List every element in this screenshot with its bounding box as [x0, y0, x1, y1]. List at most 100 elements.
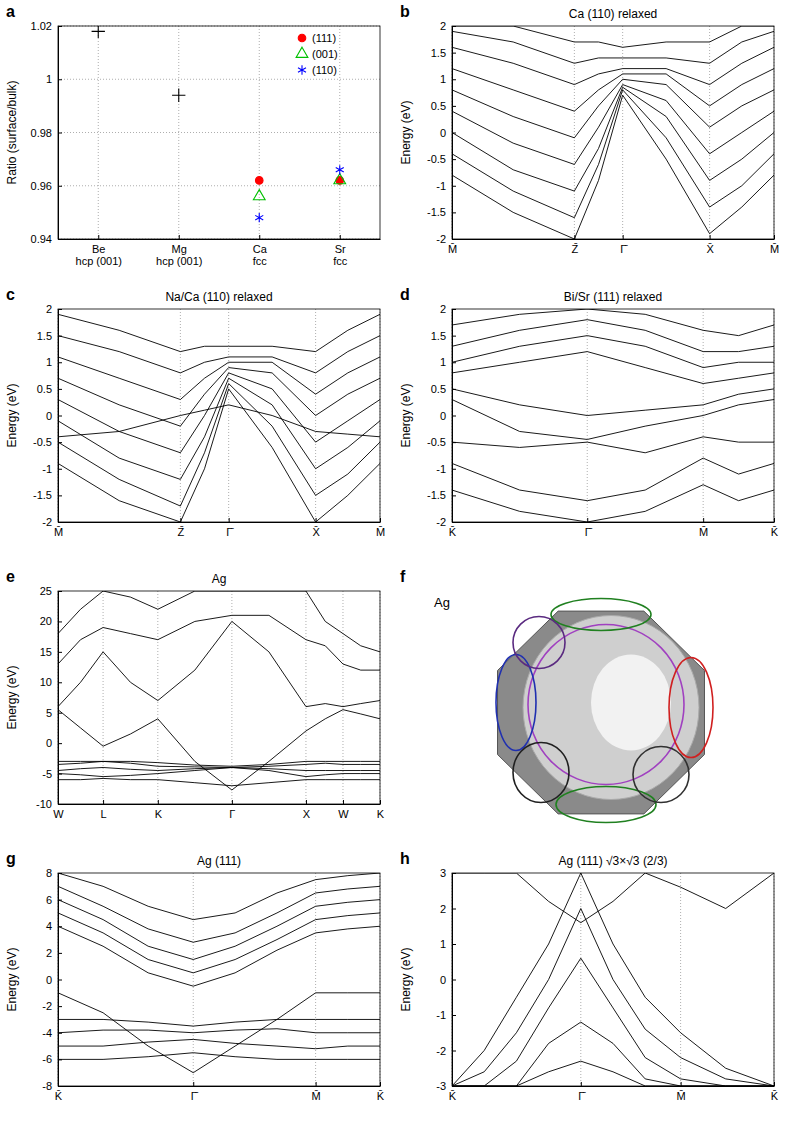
tick-mark: [58, 1006, 62, 1007]
tick-mark: [452, 106, 456, 107]
grid-line-x: [103, 591, 104, 804]
tick-label: -2: [436, 516, 446, 528]
legend-label: (111): [312, 32, 336, 44]
y-tick: -1.5: [427, 489, 456, 501]
tick-mark: [58, 1059, 62, 1060]
y-tick: -1.5: [427, 206, 456, 218]
neck-orbit: [496, 655, 536, 751]
grid: [58, 591, 380, 804]
y-tick: -0.5: [33, 436, 62, 448]
x-tick: X̄: [706, 235, 714, 255]
tick-mark: [58, 774, 62, 775]
tick-mark: [58, 522, 62, 523]
tick-mark: [58, 713, 62, 714]
y-tick: 1: [440, 356, 456, 368]
frame: [452, 26, 774, 239]
band: [58, 373, 380, 453]
y-tick: -6: [42, 1053, 62, 1065]
y-tick: 1: [46, 73, 62, 85]
panel: eWLKΓXWK-10-50510152025Energy (eV)Ag: [5, 568, 385, 820]
tick-mark: [316, 518, 317, 522]
band: [452, 320, 774, 352]
tick-mark: [58, 26, 62, 27]
tick-label: 0: [46, 974, 52, 986]
panel-label: g: [6, 850, 16, 867]
tick-label: -0.5: [33, 436, 52, 448]
y-axis: -2-1.5-1-0.500.511.52: [427, 303, 456, 528]
x-tick: Γ̄: [578, 1082, 586, 1102]
tick-label: K̄: [449, 526, 457, 538]
tick-label: Mghcp (001): [156, 243, 202, 268]
x-tick: K̄: [771, 518, 779, 538]
y-tick: 1: [440, 73, 456, 85]
tick-label: 1.5: [37, 330, 52, 342]
tick-label: 1.02: [31, 20, 52, 32]
band: [452, 309, 774, 336]
tick-mark: [58, 1086, 62, 1087]
tick-label: 0: [46, 410, 52, 422]
y-tick: 0.5: [37, 383, 62, 395]
y-tick: 20: [40, 615, 62, 627]
x-tick: Γ̄: [585, 518, 593, 538]
tick-label: 1: [46, 356, 52, 368]
panel-title: Ca (110) relaxed: [569, 7, 658, 21]
tick-label: M̄: [677, 1090, 686, 1102]
y-tick: 2: [440, 303, 456, 315]
tick-mark: [340, 235, 341, 239]
y-tick: 15: [40, 646, 62, 658]
point: [255, 213, 263, 222]
y-axis: -10-50510152025: [36, 585, 62, 810]
tick-mark: [58, 591, 62, 592]
grid-line-x: [574, 26, 575, 239]
tick-mark: [452, 980, 456, 981]
y-tick: 0.5: [431, 100, 456, 112]
tick-mark: [58, 362, 62, 363]
y-axis-title: Energy (eV): [399, 947, 413, 1011]
tick-label: -1.5: [33, 489, 52, 501]
plot: M̄Z̄Γ̄X̄M̄-2-1.5-1-0.500.511.52Energy (e…: [5, 290, 385, 538]
grid-line-x: [342, 591, 343, 804]
tick-mark: [452, 495, 456, 496]
y-axis-title: Energy (eV): [399, 100, 413, 164]
tick-mark: [452, 944, 456, 945]
tick-mark: [581, 1082, 582, 1086]
tick-label: 0: [440, 974, 446, 986]
tick-label: -1.5: [427, 206, 446, 218]
tick-label: Cafcc: [253, 243, 268, 268]
tick-mark: [452, 212, 456, 213]
y-axis: -2-1.5-1-0.500.511.52: [33, 303, 62, 528]
band: [58, 1039, 380, 1048]
band: [58, 357, 380, 400]
axis-line: [453, 239, 775, 240]
x-axis: M̄Z̄Γ̄X̄M̄: [54, 518, 385, 538]
tick-label: 2: [440, 303, 446, 315]
tick-label: -3: [436, 1080, 446, 1092]
tick-label: -2: [436, 233, 446, 245]
tick-label: M̄: [376, 526, 385, 538]
band: [452, 389, 774, 416]
plot: Behcp (001)Mghcp (001)CafccSrfcc0.940.96…: [5, 20, 381, 267]
band: [58, 767, 380, 770]
x-tick: Mghcp (001): [156, 235, 202, 267]
tick-mark: [58, 621, 62, 622]
band: [58, 621, 380, 706]
tick-mark: [774, 235, 775, 239]
tick-label: 0: [440, 410, 446, 422]
tick-mark: [452, 26, 456, 27]
tick-label: 0.5: [431, 100, 446, 112]
tick-label: Z̄: [177, 526, 184, 538]
band: [452, 69, 774, 112]
point: [253, 190, 265, 200]
tick-mark: [58, 652, 62, 653]
tick-mark: [452, 416, 456, 417]
tick-mark: [58, 980, 62, 981]
y-tick: 2: [46, 947, 62, 959]
fermi-surface: [496, 599, 713, 823]
grid-line-x: [157, 591, 158, 804]
x-tick: K: [377, 800, 385, 820]
fermi-sphere: [523, 616, 699, 800]
grid: [452, 309, 774, 522]
x-tick: X: [303, 800, 311, 820]
band: [58, 1019, 380, 1026]
y-tick: -1: [436, 463, 456, 475]
